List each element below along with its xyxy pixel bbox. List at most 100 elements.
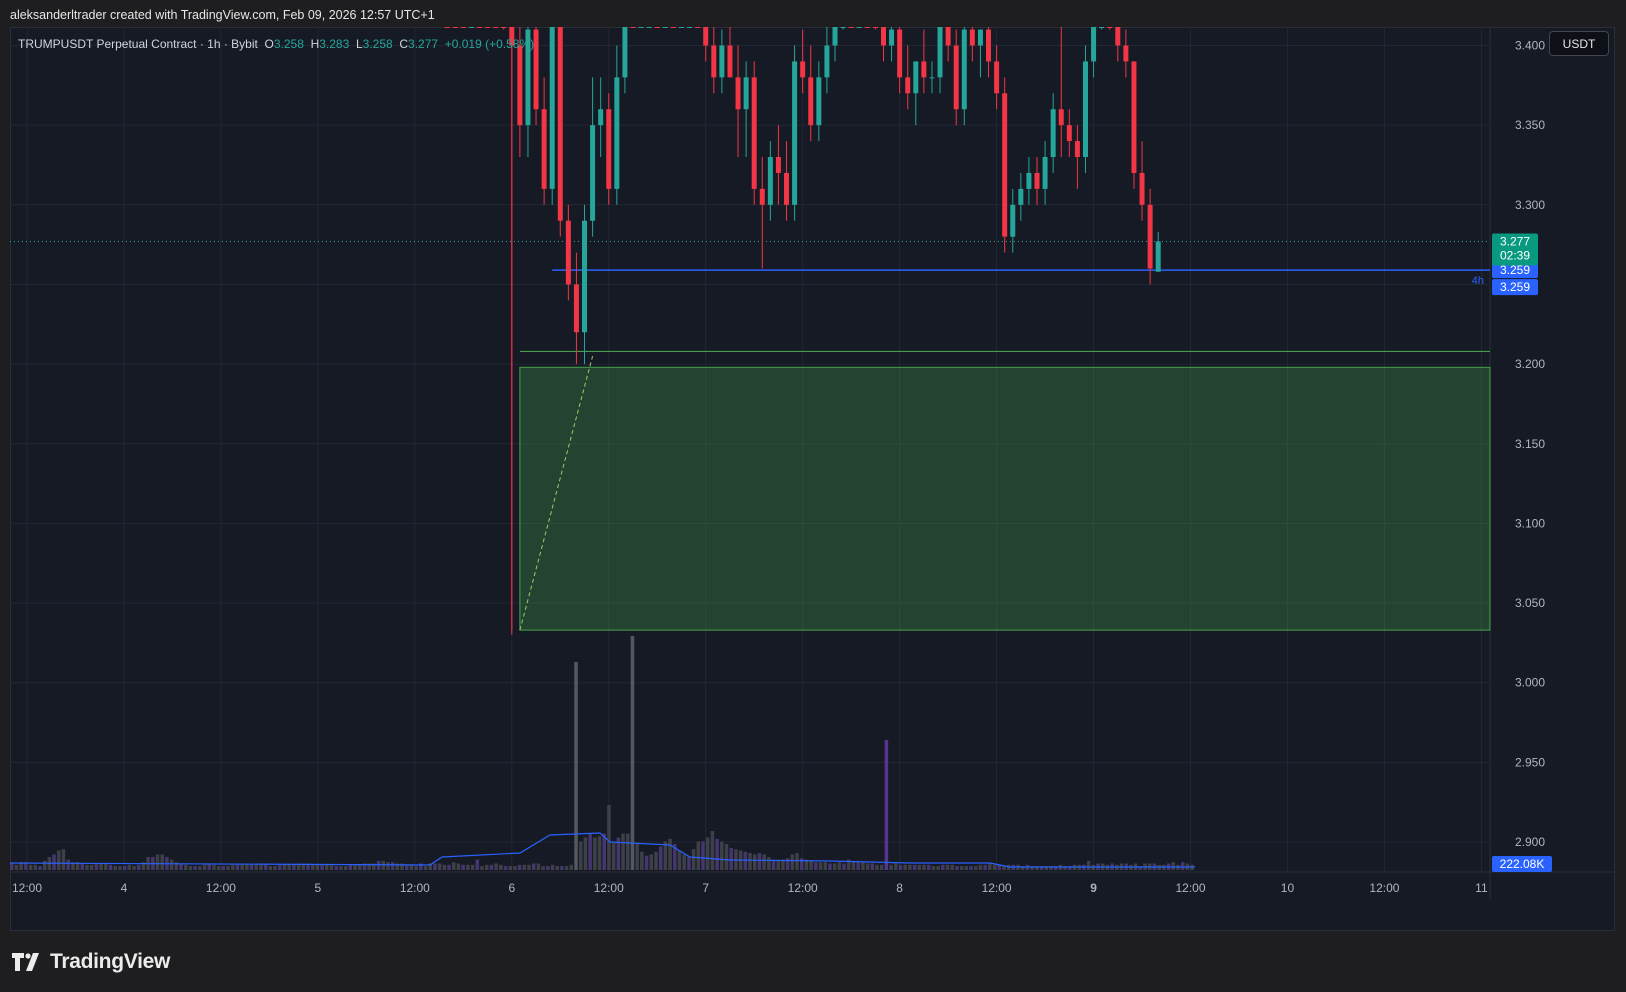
volume-bar [85,864,89,870]
volume-bar [207,863,212,870]
volume-bar [574,662,578,870]
y-tick-label: 3.400 [1515,39,1545,53]
volume-bar [809,860,813,870]
candle-body [687,27,693,28]
volume-bar [522,864,527,870]
volume-bar [611,841,616,870]
close-value: 3.277 [408,37,439,51]
candle-body [468,27,474,28]
volume-bar [922,864,926,870]
volume-bar [856,862,860,870]
volume-bar [503,866,508,870]
volume-bar [75,862,80,870]
volume-bar [108,864,113,870]
volume-bars [10,636,1195,870]
volume-bar [310,864,315,870]
candle-body [800,61,806,78]
volume-bar [781,859,785,870]
candle-body [533,29,539,110]
tradingview-logo[interactable]: TradingView [12,950,170,974]
candle-body [654,27,660,28]
volume-bar [489,864,494,870]
volume-bar [668,838,672,870]
volume-bar [757,853,762,870]
volume-bar [452,862,456,870]
current-price-label: 3.277 [1500,234,1530,248]
volume-label-box [1492,856,1552,872]
volume-bar [875,864,879,870]
symbol-title: TRUMPUSDT Perpetual Contract · 1h · Bybi… [18,37,258,51]
volume-bar [42,860,47,870]
volume-bar [113,866,117,870]
volume-bar [894,863,898,870]
volume-bar [969,866,973,870]
candle-body [622,27,628,78]
currency-button[interactable]: USDT [1549,31,1609,56]
candle-body [897,29,903,78]
volume-bar [99,863,103,870]
volume-bar [28,864,33,870]
volume-bar [160,854,164,870]
candle-body [977,29,983,46]
volume-bar [997,864,1002,870]
volume-bar [1035,866,1039,870]
volume-bar [10,863,14,870]
volume-bar [362,863,367,870]
volume-bar [155,854,160,870]
volume-bar [357,864,362,870]
volume-bar [132,866,136,870]
volume-bar [470,864,475,870]
candle-body [856,27,862,28]
open-value: 3.258 [273,37,304,51]
candle-body [598,109,604,126]
candle-body [1099,27,1105,28]
volume-bar [348,864,353,870]
volume-bar [226,866,230,870]
x-tick-label: 12:00 [1176,881,1206,895]
low-value: 3.258 [362,37,393,51]
candle-body [695,27,701,28]
volume-bar [386,862,390,870]
volume-bar [1021,866,1025,870]
volume-bar [785,858,790,870]
candle-body [759,188,765,205]
volume-bar [936,866,940,870]
volume-bar [428,863,433,870]
candle-body [1002,93,1008,237]
candlestick-chart[interactable]: 4hDAILY4h 3.8503.8003.7503.7003.6503.600… [10,27,1615,931]
volume-bar [1063,866,1067,870]
y-tick-label: 3.050 [1515,596,1545,610]
volume-bar [306,863,310,870]
candle-body [509,27,515,46]
x-tick-label: 6 [508,881,515,895]
volume-bar [1039,866,1044,870]
volume-bar [89,864,94,870]
volume-bar [278,864,282,870]
volume-bar [983,864,987,870]
volume-ma-line [10,832,1195,868]
volume-bar [541,866,545,870]
candle-body [832,27,838,46]
candle-body [614,77,620,189]
y-tick-label: 3.100 [1515,516,1545,530]
volume-bar [555,866,559,870]
volume-bar [992,864,997,870]
volume-bar [188,866,193,870]
candle-body [1074,141,1080,158]
volume-bar [353,864,357,870]
volume-bar [484,864,489,870]
volume-bar [945,864,950,870]
volume-bar [19,862,23,870]
candle-body [953,45,959,110]
volume-bar [296,863,301,870]
candle-body [1123,45,1129,62]
x-tick-label: 8 [896,881,903,895]
volume-bar [141,862,146,870]
volume-last-label: 222.08K [1500,857,1545,871]
y-tick-label: 2.900 [1515,835,1545,849]
candle-body [961,29,967,110]
volume-bar [531,863,536,870]
candle-body [678,27,684,28]
volume-bar [865,863,870,870]
time-axis: 12:00 4 12:00 5 12:00 6 12:00 7 12:00 8 12:00 9 12:0… [12,881,1488,895]
